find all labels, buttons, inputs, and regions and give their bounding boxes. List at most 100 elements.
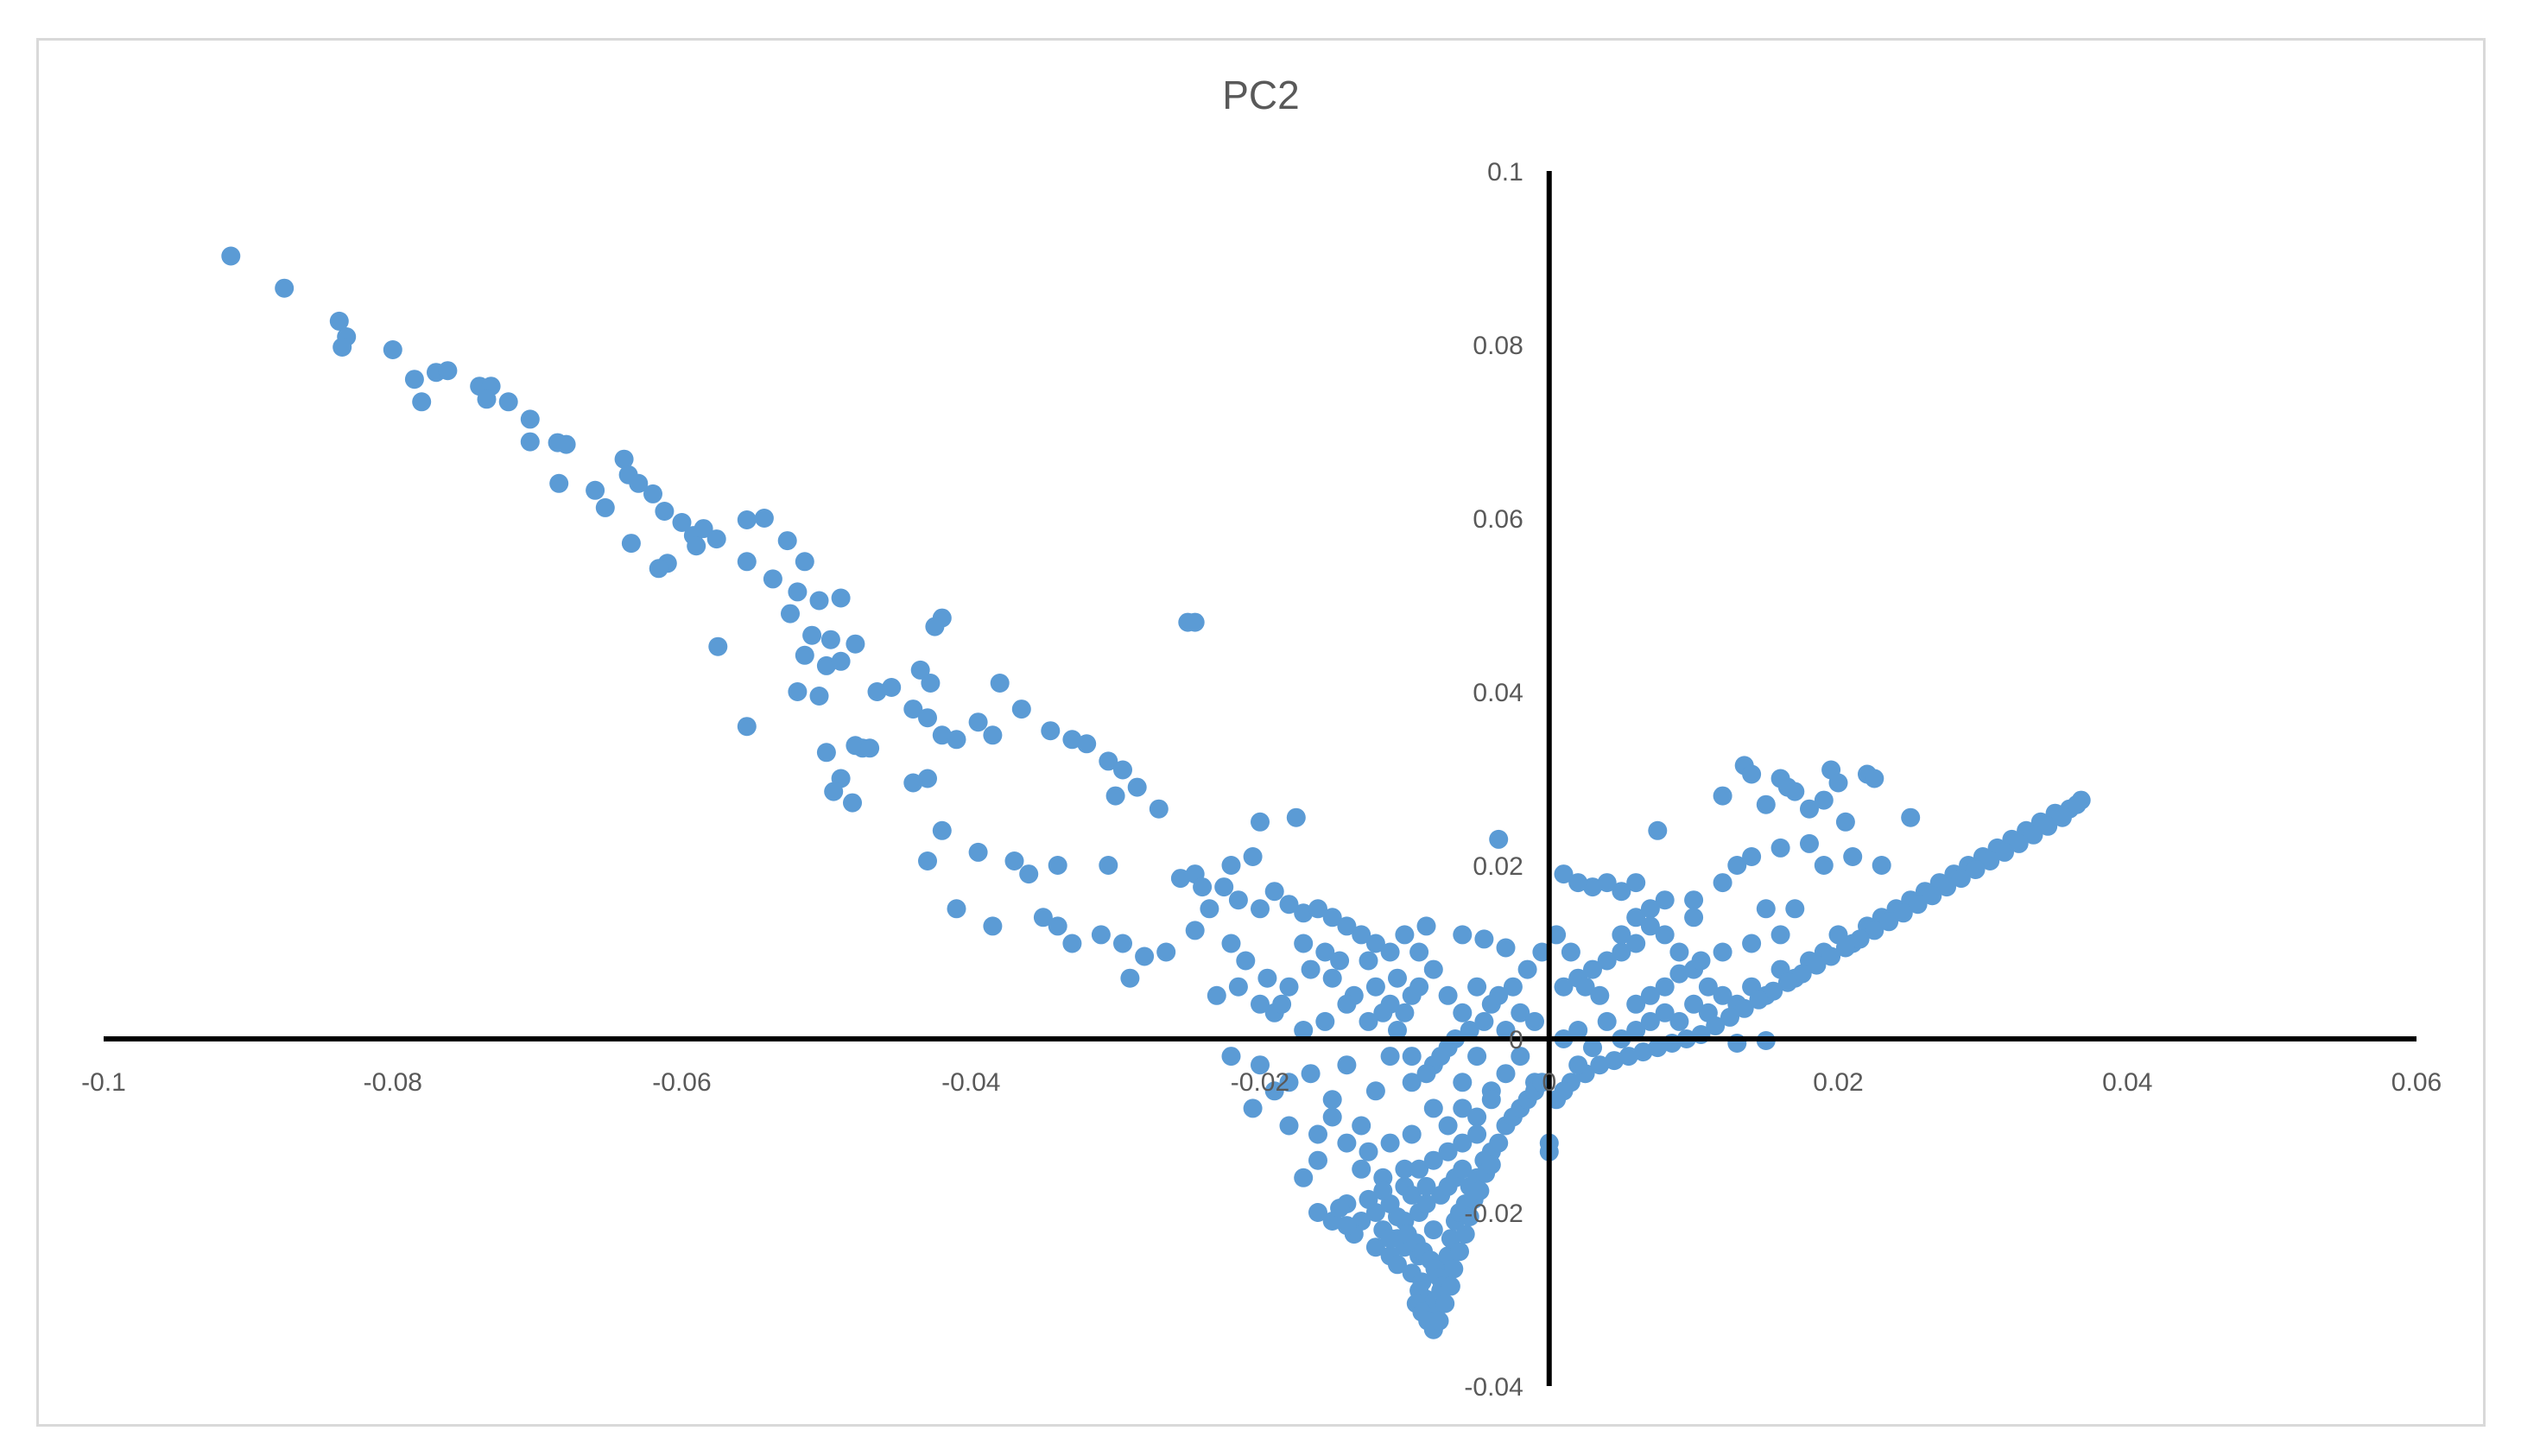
data-point: [968, 712, 988, 732]
data-point: [1450, 1242, 1469, 1262]
data-point: [1019, 864, 1039, 884]
data-point: [788, 682, 808, 701]
data-point: [412, 392, 432, 412]
data-point: [1337, 994, 1357, 1014]
data-point: [1467, 1124, 1487, 1144]
data-point: [1872, 856, 1891, 875]
data-point: [1511, 1047, 1530, 1067]
data-point: [1388, 1021, 1407, 1040]
data-point: [2024, 825, 2043, 845]
data-point: [1416, 1176, 1436, 1196]
data-point: [586, 480, 605, 500]
data-point: [1951, 869, 1971, 889]
data-point: [1713, 942, 1732, 962]
data-points: [221, 246, 2091, 1339]
data-point: [1655, 925, 1675, 945]
data-point: [903, 700, 923, 719]
data-point: [816, 743, 836, 763]
data-point: [1605, 1051, 1625, 1071]
data-point: [1431, 1047, 1451, 1067]
data-point: [1438, 1142, 1458, 1162]
data-point: [1756, 899, 1776, 919]
data-point: [1618, 1047, 1638, 1067]
chart-title: PC2: [1222, 73, 1299, 117]
data-point: [1756, 794, 1776, 814]
data-point: [1365, 934, 1385, 953]
data-point: [1453, 1133, 1473, 1153]
data-point: [1322, 908, 1342, 927]
data-point: [1843, 847, 1863, 866]
data-point: [1011, 700, 1031, 719]
data-point: [1185, 612, 1205, 632]
data-point: [1352, 1116, 1371, 1136]
data-point: [1865, 921, 1884, 940]
data-point: [1467, 1107, 1487, 1127]
data-point: [1156, 942, 1176, 962]
data-point: [1388, 1255, 1407, 1275]
data-point: [1380, 1047, 1400, 1067]
y-tick-label: 0.08: [1473, 332, 1523, 360]
data-point: [737, 552, 757, 572]
data-point: [2009, 833, 2029, 853]
data-point: [687, 536, 706, 556]
data-point: [1453, 1098, 1473, 1118]
data-point: [1554, 864, 1574, 884]
data-point: [918, 769, 937, 788]
data-point: [1365, 1238, 1385, 1257]
data-point: [1388, 968, 1407, 988]
data-point: [1453, 1073, 1473, 1092]
data-point: [1453, 1003, 1473, 1022]
data-point: [910, 660, 930, 680]
data-point: [1640, 1011, 1660, 1031]
data-point: [809, 687, 829, 706]
data-point: [1626, 1021, 1646, 1040]
data-point: [1444, 1259, 1464, 1279]
data-point: [1352, 925, 1371, 945]
data-point: [1373, 1181, 1393, 1200]
data-point: [781, 604, 800, 624]
data-point: [1395, 925, 1415, 945]
data-point: [1308, 1150, 1327, 1170]
data-point: [1481, 1090, 1501, 1110]
data-point: [932, 725, 952, 745]
data-point: [1785, 899, 1805, 919]
data-point: [1365, 977, 1385, 997]
data-point: [2052, 807, 2072, 827]
data-point: [1496, 1064, 1516, 1084]
data-point: [1294, 1021, 1314, 1040]
x-tick-label: 0: [1542, 1068, 1556, 1097]
data-point: [1561, 942, 1580, 962]
data-point: [1684, 994, 1704, 1014]
data-point: [1062, 934, 1082, 953]
data-point: [1214, 877, 1234, 897]
data-point: [1720, 1007, 1739, 1027]
y-tick-label: 0.02: [1473, 852, 1523, 881]
data-point: [614, 449, 634, 469]
data-point: [1308, 1124, 1327, 1144]
data-point: [1402, 1185, 1422, 1205]
data-point: [1590, 1055, 1610, 1075]
data-point: [1713, 786, 1732, 806]
data-point: [1901, 807, 1921, 827]
data-point: [1489, 985, 1509, 1005]
data-point: [1423, 1150, 1443, 1170]
data-point: [1402, 1047, 1422, 1067]
data-point: [846, 736, 865, 756]
data-point: [1489, 829, 1509, 849]
data-point: [1322, 1107, 1342, 1127]
data-point: [1814, 856, 1834, 875]
data-point: [672, 513, 692, 532]
data-point: [1438, 1116, 1458, 1136]
data-point: [1734, 998, 1754, 1018]
data-point: [1800, 799, 1819, 819]
data-point: [860, 738, 880, 758]
data-point: [831, 588, 851, 608]
data-point: [1597, 951, 1617, 971]
data-point: [1041, 721, 1061, 741]
data-point: [1200, 899, 1219, 919]
data-point: [1388, 1207, 1407, 1226]
data-point: [1777, 972, 1797, 992]
data-point: [932, 820, 952, 840]
data-point: [1489, 1133, 1509, 1153]
